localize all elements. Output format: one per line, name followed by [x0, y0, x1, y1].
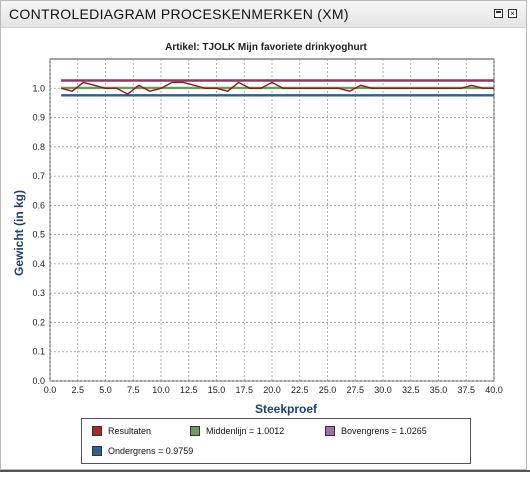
legend-swatch-resultaten [92, 426, 102, 436]
legend-swatch-middenlijn [190, 426, 200, 436]
x-tick-label: 25.0 [319, 385, 337, 395]
x-tick-label: 17.5 [235, 385, 253, 395]
x-tick-label: 22.5 [291, 385, 309, 395]
legend-label-ondergrens: Ondergrens = 0.9759 [108, 446, 194, 456]
chart-window: CONTROLEDIAGRAM PROCESKENMERKEN (XM) × A… [0, 0, 527, 470]
y-tick-label: 0.4 [32, 259, 45, 269]
y-tick-label: 0.0 [32, 376, 45, 386]
y-tick-label: 0.6 [32, 200, 45, 210]
window-restore-icon[interactable] [494, 9, 503, 18]
control-chart: Artikel: TJOLK Mijn favoriete drinkyoghu… [12, 42, 503, 416]
chart-legend: Resultaten Middenlijn = 1.0012 Bovengren… [81, 418, 471, 464]
y-tick-label: 0.1 [32, 347, 45, 357]
x-tick-label: 37.5 [457, 385, 475, 395]
series-line-resultaten [60, 81, 494, 95]
x-tick-label: 20.0 [263, 385, 281, 395]
x-tick-label: 35.0 [430, 385, 448, 395]
x-tick-label: 10.0 [152, 385, 170, 395]
y-tick-label: 0.9 [32, 113, 45, 123]
window-close-icon[interactable]: × [508, 9, 517, 18]
x-tick-label: 5.0 [99, 385, 112, 395]
bottom-divider [0, 470, 530, 472]
legend-swatch-ondergrens [92, 446, 102, 456]
x-tick-label: 7.5 [127, 385, 140, 395]
legend-label-middenlijn: Middenlijn = 1.0012 [206, 426, 285, 436]
y-tick-label: 0.3 [32, 288, 45, 298]
x-tick-label: 2.5 [71, 385, 84, 395]
legend-swatch-bovengrens [325, 426, 335, 436]
x-tick-label: 32.5 [402, 385, 420, 395]
window-titlebar[interactable]: CONTROLEDIAGRAM PROCESKENMERKEN (XM) × [1, 1, 526, 28]
x-tick-label: 12.5 [180, 385, 198, 395]
y-tick-label: 0.2 [32, 317, 45, 327]
y-axis-label: Gewicht (in kg) [12, 190, 26, 276]
x-tick-label: 15.0 [208, 385, 226, 395]
chart-title: Artikel: TJOLK Mijn favoriete drinkyoghu… [165, 42, 367, 53]
legend-label-bovengrens: Bovengrens = 1.0265 [341, 426, 427, 436]
x-axis-label: Steekproef [255, 402, 318, 416]
series-group [60, 79, 494, 97]
x-tick-label: 0.0 [44, 385, 57, 395]
legend-label-resultaten: Resultaten [108, 426, 152, 436]
y-tick-label: 1.0 [32, 83, 45, 93]
x-tick-label: 27.5 [346, 385, 364, 395]
y-tick-label: 0.7 [32, 171, 45, 181]
axis-ticks: 0.0 2.5 5.0 7.5 10.0 12.5 15.0 17.5 20.0 22.5 25.0… [32, 83, 502, 395]
grid [49, 58, 495, 382]
x-tick-label: 30.0 [374, 385, 392, 395]
x-tick-label: 40.0 [485, 385, 503, 395]
window-title: CONTROLEDIAGRAM PROCESKENMERKEN (XM) [9, 6, 349, 22]
y-tick-label: 0.8 [32, 142, 45, 152]
y-tick-label: 0.5 [32, 230, 45, 240]
